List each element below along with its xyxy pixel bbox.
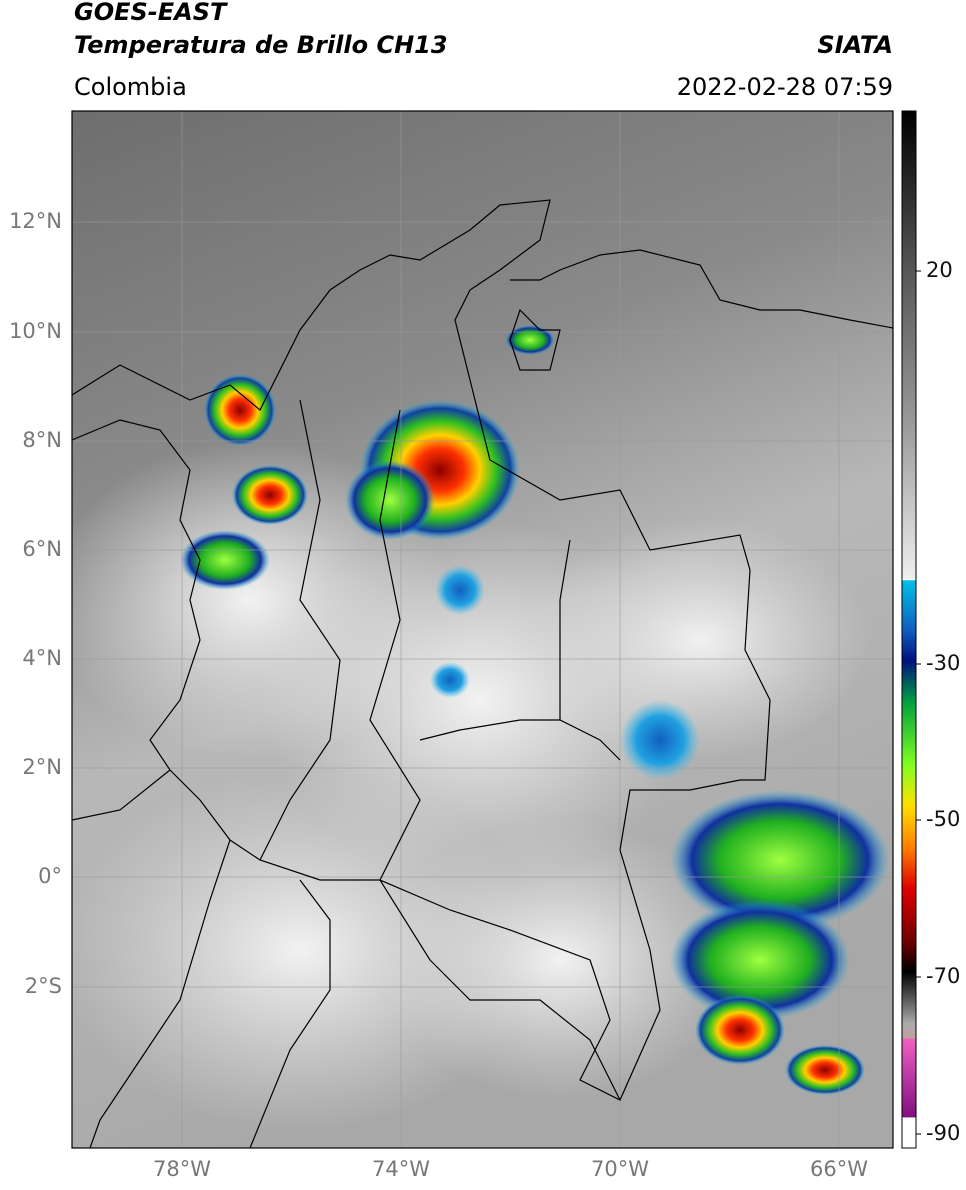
colorbar-label: -90 — [926, 1121, 960, 1145]
colorbar-label: -30 — [926, 651, 960, 675]
lat-label: 2°N — [22, 755, 62, 779]
lat-label: 4°N — [22, 646, 62, 670]
map-frame — [71, 110, 894, 1149]
satellite-image — [72, 111, 893, 1148]
lat-label: 10°N — [9, 319, 62, 343]
lat-label: 0° — [38, 864, 62, 888]
colorbar-label: -70 — [926, 964, 960, 988]
satellite-title: GOES-EAST — [74, 0, 228, 26]
lat-label: 8°N — [22, 428, 62, 452]
source: SIATA — [817, 31, 893, 59]
region: Colombia — [74, 73, 187, 101]
colorbar-label: -50 — [926, 807, 960, 831]
lat-label: 12°N — [9, 209, 62, 233]
colorbar-label: 20 — [926, 258, 953, 282]
lat-label: 6°N — [22, 537, 62, 561]
colorbar-ticks — [916, 270, 921, 1135]
lat-label: 2°S — [25, 974, 62, 998]
product-title: Temperatura de Brillo CH13 — [74, 31, 448, 59]
timestamp: 2022-02-28 07:59 — [677, 73, 893, 101]
lon-label: 66°W — [810, 1157, 868, 1181]
lat-labels: 12°N 10°N 8°N 6°N 4°N 2°N 0° 2°S — [9, 209, 62, 998]
lon-label: 74°W — [372, 1157, 430, 1181]
lon-labels: 78°W 74°W 70°W 66°W — [153, 1157, 868, 1181]
lon-label: 78°W — [153, 1157, 211, 1181]
lon-label: 70°W — [591, 1157, 649, 1181]
colorbar — [901, 110, 917, 1149]
